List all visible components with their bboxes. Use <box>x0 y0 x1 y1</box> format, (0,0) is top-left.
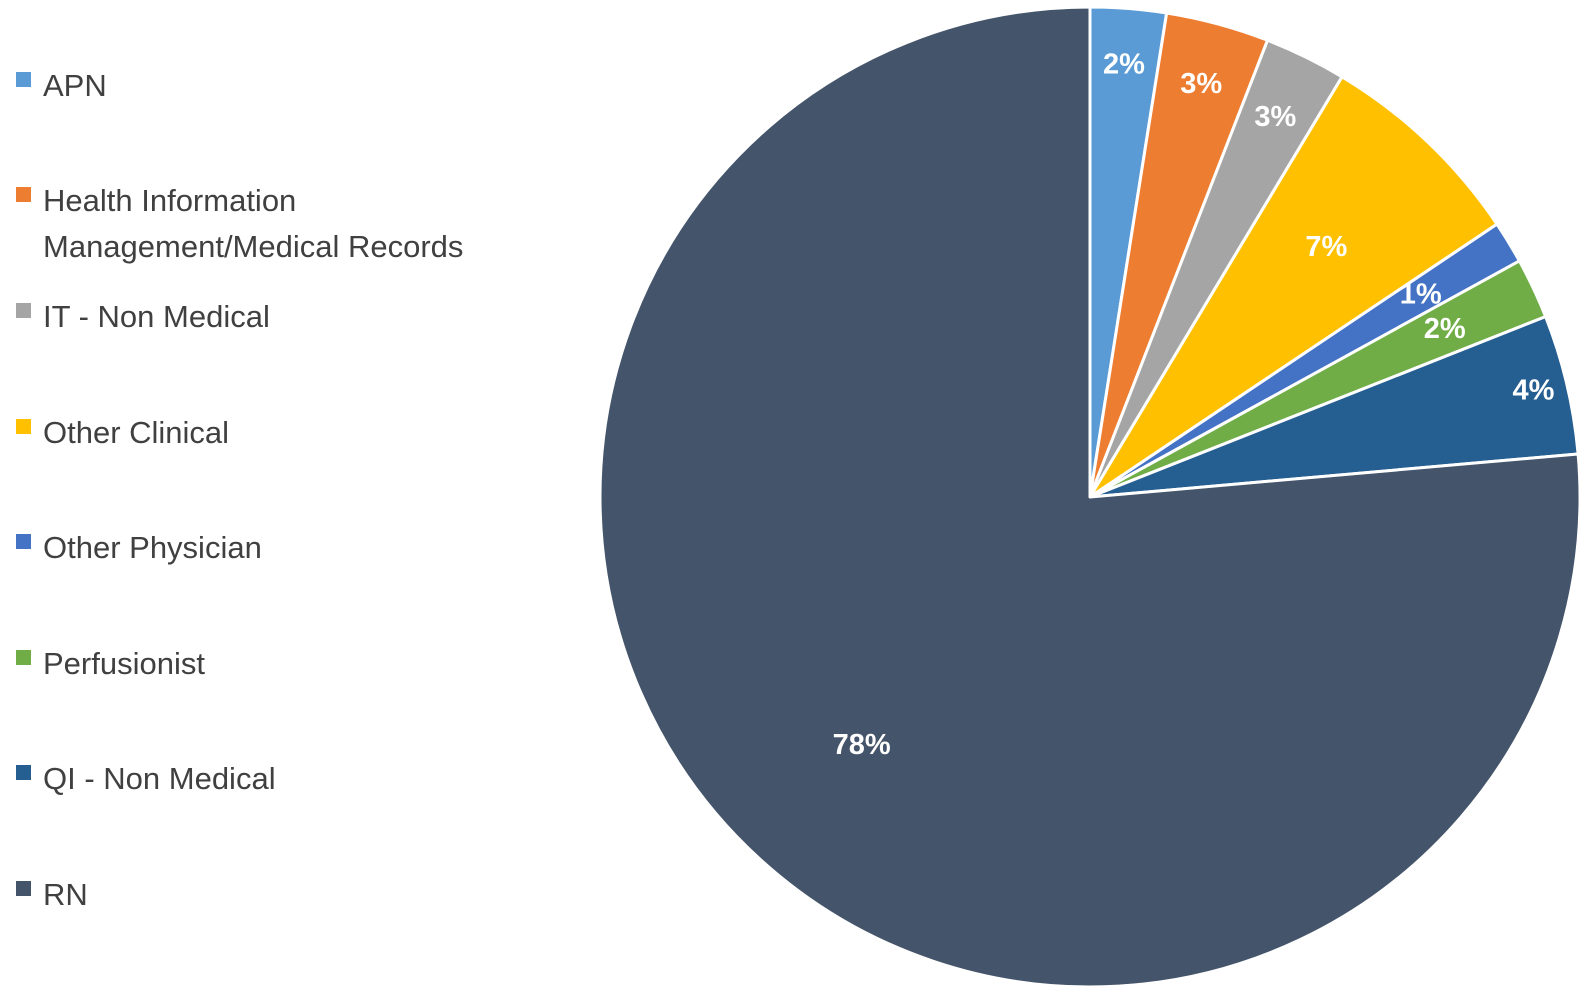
legend-label-it-non-medical: IT - Non Medical <box>43 299 270 334</box>
legend-item-qi-non-medical: QI - Non Medical <box>16 756 533 802</box>
legend-label-other-physician: Other Physician <box>43 530 262 565</box>
legend-swatch-qi-non-medical <box>16 765 31 780</box>
legend-swatch-health-information <box>16 187 31 202</box>
legend-item-perfusionist: Perfusionist <box>16 641 533 687</box>
data-label-other-physician: 1% <box>1400 278 1442 310</box>
legend-swatch-other-clinical <box>16 419 31 434</box>
legend-label-apn: APN <box>43 68 107 103</box>
legend-item-other-physician: Other Physician <box>16 525 533 571</box>
legend-label-perfusionist: Perfusionist <box>43 646 205 681</box>
legend: APN Health Information Management/Medica… <box>16 0 576 998</box>
legend-swatch-perfusionist <box>16 650 31 665</box>
pie-slice-rn <box>598 5 1582 989</box>
legend-item-health-information: Health Information Management/Medical Re… <box>16 178 513 270</box>
legend-item-apn: APN <box>16 63 533 109</box>
pie-slice-other-clinical <box>1088 75 1499 499</box>
legend-swatch-other-physician <box>16 534 31 549</box>
pie-slices <box>598 5 1582 989</box>
data-label-it-non-medical: 3% <box>1254 101 1296 133</box>
legend-item-rn: RN <box>16 872 533 918</box>
legend-label-health-information: Health Information Management/Medical Re… <box>43 183 464 264</box>
legend-label-other-clinical: Other Clinical <box>43 415 230 450</box>
legend-item-other-clinical: Other Clinical <box>16 410 533 456</box>
legend-swatch-rn <box>16 881 31 896</box>
legend-swatch-apn <box>16 72 31 87</box>
data-label-health-information-management-medical-records: 3% <box>1180 68 1222 100</box>
legend-label-rn: RN <box>43 877 88 912</box>
data-label-apn: 2% <box>1103 48 1145 80</box>
pie-data-labels: 2%3%3%7%1%2%4%78% <box>833 48 1555 761</box>
data-label-other-clinical: 7% <box>1305 231 1347 263</box>
legend-item-it-non-medical: IT - Non Medical <box>16 294 533 340</box>
data-label-qi-non-medical: 4% <box>1512 375 1554 407</box>
legend-swatch-it-non-medical <box>16 303 31 318</box>
data-label-rn: 78% <box>833 729 891 761</box>
data-label-perfusionist: 2% <box>1424 313 1466 345</box>
legend-label-qi-non-medical: QI - Non Medical <box>43 761 276 796</box>
